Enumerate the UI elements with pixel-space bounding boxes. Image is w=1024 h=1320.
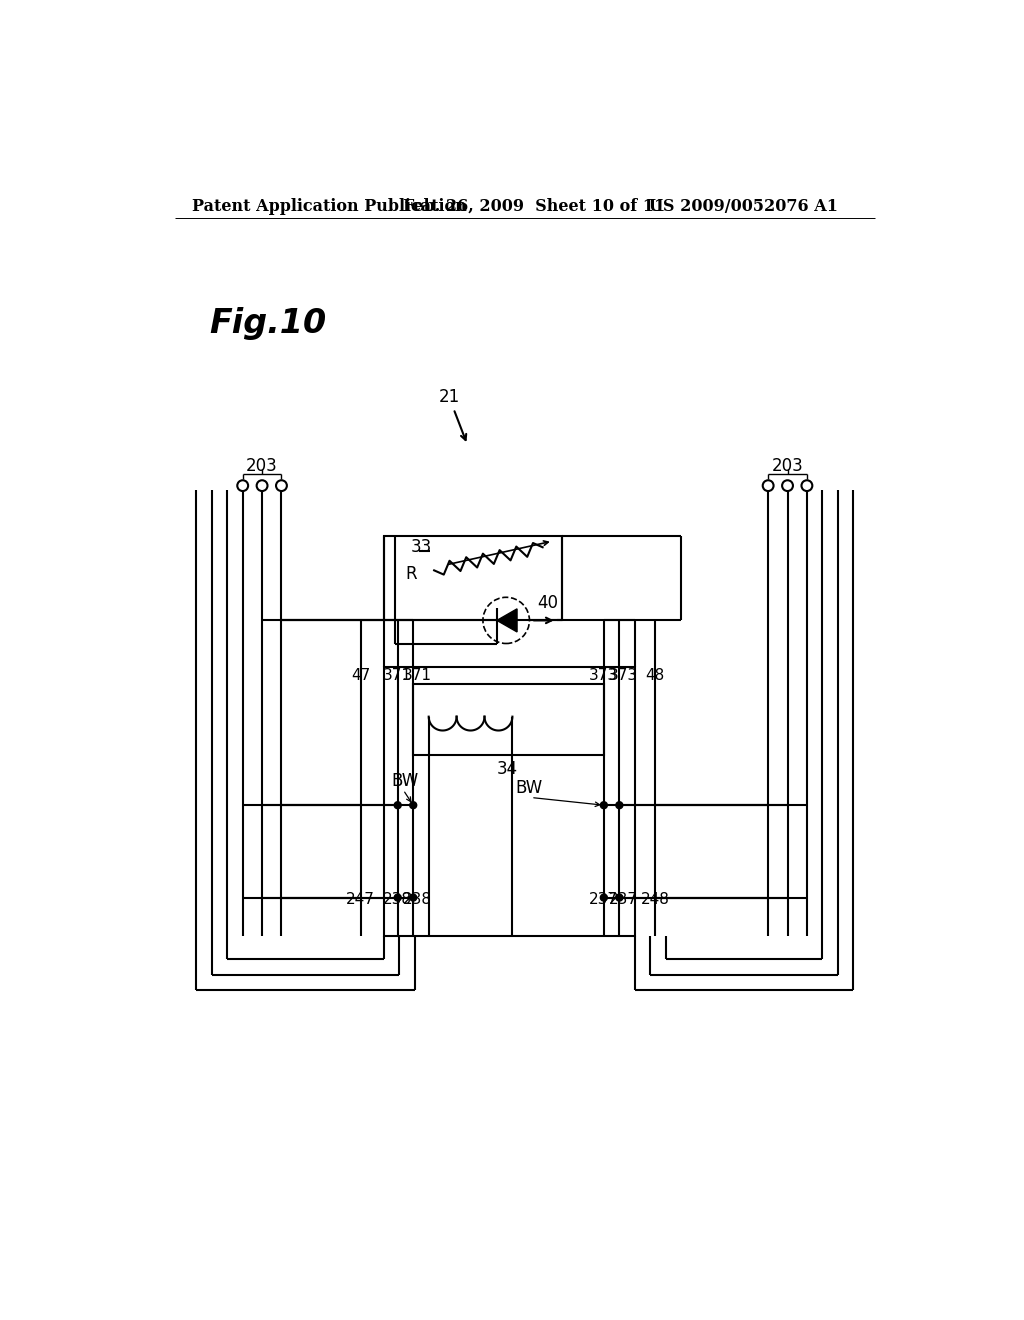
Text: 203: 203 — [246, 458, 278, 475]
Polygon shape — [497, 609, 517, 632]
Text: 371: 371 — [383, 668, 413, 684]
Text: 248: 248 — [641, 892, 670, 907]
Text: 373: 373 — [589, 668, 618, 684]
Text: 48: 48 — [645, 668, 665, 684]
Text: Patent Application Publication: Patent Application Publication — [193, 198, 467, 215]
Circle shape — [394, 801, 401, 809]
Text: BW: BW — [391, 772, 419, 789]
Text: Fig.10: Fig.10 — [209, 308, 327, 341]
Text: 237: 237 — [590, 892, 618, 907]
Text: 371: 371 — [402, 668, 431, 684]
Bar — [414, 684, 604, 755]
Bar — [384, 667, 635, 936]
Text: 40: 40 — [538, 594, 558, 612]
Text: 238: 238 — [383, 892, 413, 907]
Text: R: R — [406, 565, 417, 583]
Text: 203: 203 — [772, 458, 804, 475]
Text: Feb. 26, 2009  Sheet 10 of 11: Feb. 26, 2009 Sheet 10 of 11 — [403, 198, 666, 215]
Circle shape — [615, 801, 623, 809]
Circle shape — [600, 801, 607, 809]
Circle shape — [600, 894, 607, 902]
Circle shape — [410, 801, 417, 809]
Text: 237: 237 — [608, 892, 638, 907]
Bar — [384, 536, 562, 620]
Text: 238: 238 — [402, 892, 431, 907]
Circle shape — [615, 894, 623, 902]
Text: US 2009/0052076 A1: US 2009/0052076 A1 — [649, 198, 838, 215]
Text: 47: 47 — [351, 668, 370, 684]
Text: BW: BW — [515, 779, 543, 797]
Text: 34: 34 — [498, 760, 518, 777]
Circle shape — [410, 894, 417, 902]
Text: 33: 33 — [411, 539, 432, 556]
Circle shape — [394, 894, 401, 902]
Text: 21: 21 — [439, 388, 460, 407]
Text: 373: 373 — [608, 668, 638, 684]
Text: 247: 247 — [346, 892, 375, 907]
